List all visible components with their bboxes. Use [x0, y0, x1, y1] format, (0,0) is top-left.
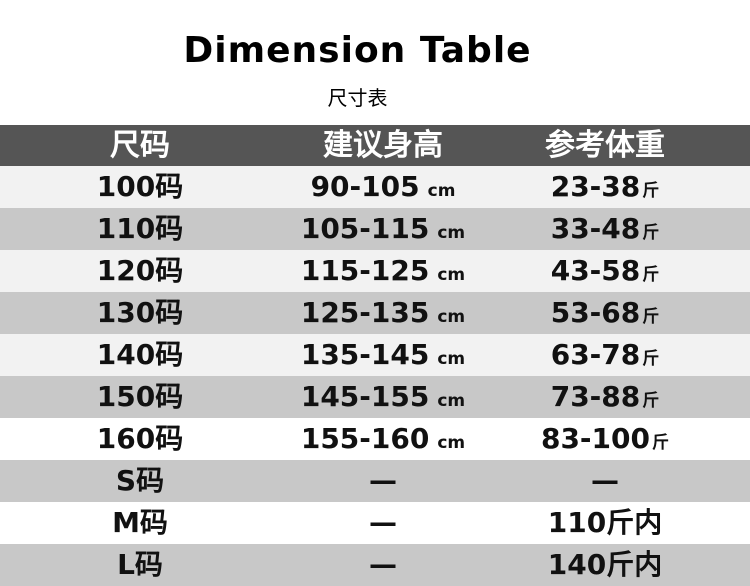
- height-unit: cm: [427, 181, 456, 201]
- height-unit: cm: [437, 307, 466, 327]
- table-row: 100码 90-105 cm 23-38 斤: [0, 166, 750, 208]
- size-cell: S码: [115, 464, 165, 497]
- weight-cell: 110斤内: [500, 502, 710, 544]
- size-cell: 160码: [96, 422, 184, 455]
- weight-value: 23-38: [550, 170, 641, 203]
- height-cell: —: [253, 460, 513, 502]
- height-value: —: [369, 464, 397, 497]
- column-header: 建议身高: [323, 128, 443, 163]
- weight-cell: 63-78 斤: [500, 334, 710, 376]
- table-row: 130码 125-135 cm 53-68 斤: [0, 292, 750, 334]
- weight-value: 73-88: [550, 380, 641, 413]
- table-row: 110码 105-115 cm 33-48 斤: [0, 208, 750, 250]
- weight-value: 110斤内: [547, 506, 663, 539]
- weight-cell: 33-48 斤: [500, 208, 710, 250]
- table-row: 120码 115-125 cm 43-58 斤: [0, 250, 750, 292]
- height-cell: 125-135 cm: [253, 292, 513, 334]
- table-row: S码 — —: [0, 460, 750, 502]
- size-cell: M码: [112, 506, 168, 539]
- weight-unit: 斤: [642, 391, 660, 411]
- weight-cell: 83-100 斤: [500, 418, 710, 460]
- weight-unit: 斤: [642, 223, 660, 243]
- subtitle: 尺寸表: [327, 86, 388, 110]
- weight-unit: 斤: [642, 307, 660, 327]
- weight-cell: 23-38 斤: [500, 166, 710, 208]
- weight-cell: 43-58 斤: [500, 250, 710, 292]
- height-value: 155-160: [300, 422, 430, 455]
- weight-cell: 140斤内: [500, 544, 710, 586]
- column-header: 尺码: [110, 128, 170, 163]
- height-value: 90-105: [310, 170, 420, 203]
- height-value: —: [369, 548, 397, 581]
- table-row: 140码 135-145 cm 63-78 斤: [0, 334, 750, 376]
- table-row: 160码 155-160 cm 83-100 斤: [0, 418, 750, 460]
- height-unit: cm: [437, 223, 466, 243]
- height-value: 145-155: [300, 380, 430, 413]
- height-cell: 90-105 cm: [253, 166, 513, 208]
- weight-cell: —: [500, 460, 710, 502]
- weight-unit: 斤: [642, 265, 660, 285]
- weight-unit: 斤: [642, 181, 660, 201]
- height-cell: —: [253, 502, 513, 544]
- size-cell: 130码: [96, 296, 184, 329]
- height-unit: cm: [437, 391, 466, 411]
- height-value: —: [369, 506, 397, 539]
- weight-value: 63-78: [550, 338, 641, 371]
- size-cell: 100码: [96, 170, 184, 203]
- weight-value: —: [591, 464, 619, 497]
- weight-value: 53-68: [550, 296, 641, 329]
- weight-value: 83-100: [540, 422, 651, 455]
- height-unit: cm: [437, 433, 466, 453]
- size-cell: 150码: [96, 380, 184, 413]
- height-cell: 105-115 cm: [253, 208, 513, 250]
- weight-value: 43-58: [550, 254, 641, 287]
- weight-cell: 53-68 斤: [500, 292, 710, 334]
- weight-value: 140斤内: [547, 548, 663, 581]
- height-cell: —: [253, 544, 513, 586]
- height-cell: 155-160 cm: [253, 418, 513, 460]
- table-row: L码 — 140斤内: [0, 544, 750, 586]
- table-row: M码 — 110斤内: [0, 502, 750, 544]
- height-cell: 135-145 cm: [253, 334, 513, 376]
- height-value: 135-145: [300, 338, 430, 371]
- weight-unit: 斤: [652, 433, 670, 453]
- size-cell: 120码: [96, 254, 184, 287]
- column-header: 参考体重: [545, 128, 665, 163]
- height-value: 105-115: [300, 212, 430, 245]
- size-cell: L码: [117, 548, 163, 581]
- height-cell: 145-155 cm: [253, 376, 513, 418]
- height-cell: 115-125 cm: [253, 250, 513, 292]
- weight-value: 33-48: [550, 212, 641, 245]
- table-row: 150码 145-155 cm 73-88 斤: [0, 376, 750, 418]
- height-value: 125-135: [300, 296, 430, 329]
- size-cell: 110码: [96, 212, 184, 245]
- size-cell: 140码: [96, 338, 184, 371]
- height-unit: cm: [437, 349, 466, 369]
- height-unit: cm: [437, 265, 466, 285]
- height-value: 115-125: [300, 254, 430, 287]
- title: Dimension Table: [183, 30, 532, 71]
- weight-cell: 73-88 斤: [500, 376, 710, 418]
- table-header: 尺码 建议身高 参考体重: [0, 125, 750, 166]
- weight-unit: 斤: [642, 349, 660, 369]
